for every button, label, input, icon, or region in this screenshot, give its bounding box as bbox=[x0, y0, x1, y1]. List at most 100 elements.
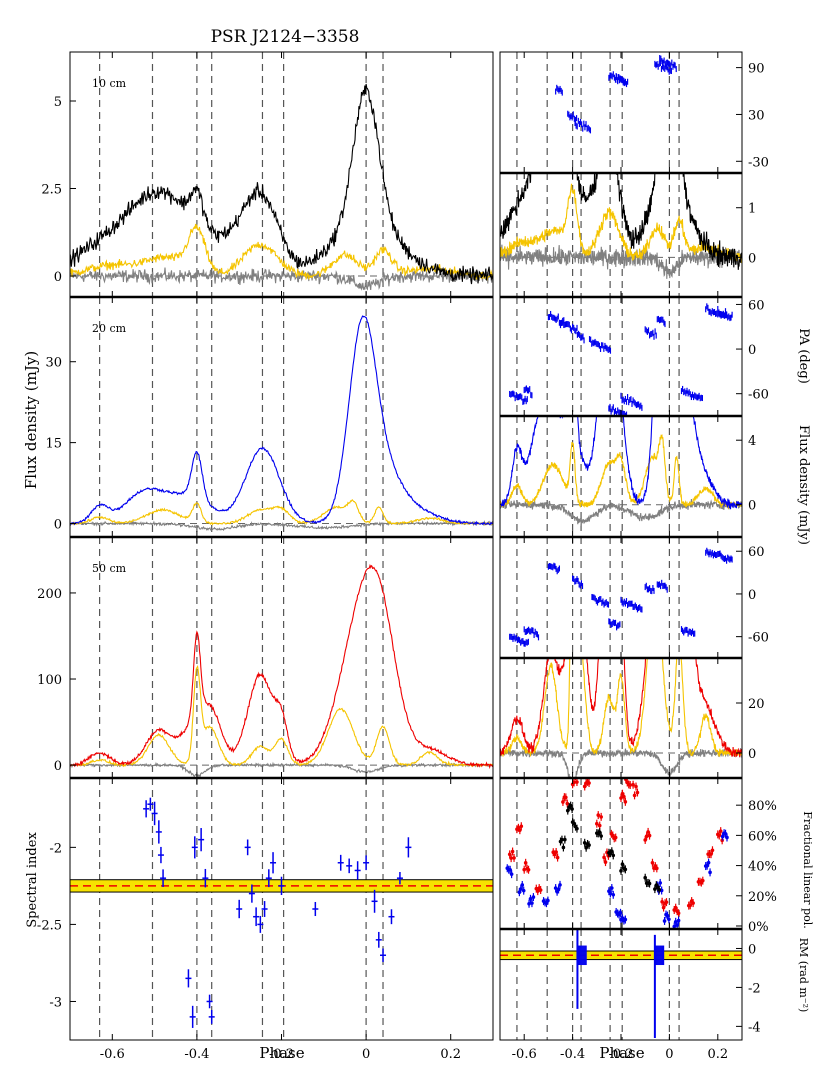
y-tick-label: 0% bbox=[748, 920, 769, 935]
panel-10cm: 10 cm 0 2.5 5 bbox=[41, 51, 494, 298]
y-tick-label: 30 bbox=[45, 356, 62, 371]
y-tick-label: 1 bbox=[748, 202, 756, 217]
band-label: 10 cm bbox=[92, 77, 127, 90]
frac-pol-marker bbox=[622, 794, 626, 799]
y-tick-label: 2.5 bbox=[41, 183, 62, 198]
frac-pol-marker bbox=[631, 782, 635, 787]
series-V-line bbox=[70, 267, 493, 291]
y-tick-label: 200 bbox=[37, 587, 62, 602]
zoom-series-I-line bbox=[500, 416, 742, 510]
frac-pol-marker bbox=[667, 917, 671, 922]
frac-pol-marker bbox=[572, 780, 576, 785]
frac-pol-marker bbox=[710, 848, 715, 853]
panel-pa20: 60 0 -60 bbox=[499, 296, 769, 417]
series-I-line bbox=[70, 315, 493, 527]
frac-pol-marker bbox=[647, 833, 652, 838]
zoom-series-V-line bbox=[500, 748, 742, 778]
series-I-line bbox=[70, 563, 493, 770]
frac-pol-marker bbox=[718, 829, 723, 833]
x-tick-label: 0 bbox=[665, 1047, 673, 1062]
frac-pol-marker bbox=[611, 893, 616, 897]
frac-pol-marker bbox=[510, 849, 515, 854]
y-tick-label: 0 bbox=[54, 270, 62, 285]
y-tick-label: -30 bbox=[748, 155, 769, 170]
frac-pol-marker bbox=[643, 875, 647, 880]
frac-pol-marker bbox=[597, 823, 602, 828]
y-tick-label: 30 bbox=[748, 108, 765, 123]
y-tick-label: 20 bbox=[748, 697, 765, 712]
x-tick-label: -0.6 bbox=[100, 1047, 125, 1062]
panel-flux50: 20 0 bbox=[499, 657, 765, 779]
frac-pol-marker bbox=[555, 855, 560, 860]
y-tick-label: 40% bbox=[748, 860, 777, 875]
frac-pol-marker bbox=[596, 813, 601, 817]
panel-frame bbox=[69, 777, 494, 1041]
series-L-line bbox=[70, 499, 493, 526]
frac-pol-marker bbox=[575, 826, 579, 831]
panel-flux20: 40 bbox=[499, 415, 756, 538]
frac-pol-marker bbox=[662, 919, 667, 923]
zoom-series-V-line bbox=[500, 244, 742, 279]
frac-pol-marker bbox=[520, 883, 525, 887]
frac-pol-marker bbox=[623, 867, 628, 872]
y-tick-label: 0 bbox=[748, 942, 756, 957]
frac-pol-marker bbox=[599, 815, 603, 819]
frac-pol-marker bbox=[611, 853, 616, 858]
frac-pol-marker bbox=[526, 867, 531, 872]
panel-rm: 0 -2 -4 -0.6 -0.4 -0.2 0 0.2 bbox=[499, 928, 761, 1062]
frac-pol-marker bbox=[575, 780, 579, 784]
frac-pol-marker bbox=[560, 837, 564, 842]
frac-pol-marker bbox=[635, 790, 640, 795]
panel-20cm: 20 cm 0 15 30 bbox=[45, 296, 494, 538]
band-label: 50 cm bbox=[92, 562, 127, 575]
x-tick-label: 0.2 bbox=[440, 1047, 461, 1062]
frac-pol-marker bbox=[650, 860, 655, 865]
right-y-axis-label-flux: Flux density (mJy) bbox=[796, 425, 811, 545]
frac-pol-marker bbox=[587, 781, 591, 785]
y-tick-label: 60% bbox=[748, 829, 777, 844]
y-tick-label: -4 bbox=[748, 1020, 761, 1035]
y-tick-label: 90 bbox=[748, 62, 765, 77]
series-L-line bbox=[70, 223, 493, 281]
series-L-line bbox=[70, 664, 493, 768]
panel-frame bbox=[69, 536, 494, 779]
panel-frame bbox=[69, 296, 494, 538]
y-tick-label: -60 bbox=[748, 631, 769, 646]
frac-pol-marker bbox=[561, 845, 566, 850]
frac-pol-marker bbox=[613, 835, 618, 840]
y-tick-label: 0 bbox=[748, 343, 756, 358]
left-y-axis-label-spectral: Spectral index bbox=[25, 832, 40, 928]
zoom-series-V-line bbox=[500, 498, 742, 526]
frac-pol-marker bbox=[558, 883, 562, 887]
y-tick-label: 4 bbox=[748, 434, 756, 449]
panel-50cm: 50 cm 0 100 200 bbox=[37, 536, 494, 779]
right-column: 9030-3010600-6040600-6020080%60%40%20%0%… bbox=[499, 51, 777, 1062]
frac-pol-marker bbox=[619, 869, 623, 873]
frac-pol-marker bbox=[599, 834, 603, 838]
y-tick-label: 100 bbox=[37, 673, 62, 688]
frac-pol-marker bbox=[563, 837, 567, 842]
y-tick-label: -3 bbox=[49, 995, 62, 1010]
panel-flux10: 10 bbox=[499, 172, 756, 298]
frac-pol-marker bbox=[521, 888, 526, 893]
y-tick-label: 0 bbox=[748, 499, 756, 514]
x-tick-label: -0.2 bbox=[608, 1047, 633, 1062]
y-tick-label: -2 bbox=[748, 981, 761, 996]
frac-pol-marker bbox=[608, 891, 613, 896]
frac-pol-marker bbox=[632, 793, 637, 798]
y-tick-label: 0 bbox=[748, 588, 756, 603]
y-tick-label: 60 bbox=[748, 298, 765, 313]
frac-pol-marker bbox=[658, 881, 663, 885]
frac-pol-marker bbox=[634, 784, 638, 789]
panel-pa10: 90 30 -30 bbox=[499, 51, 769, 174]
zoom-series-I-line bbox=[500, 173, 742, 270]
zoom-series-I-line bbox=[500, 658, 742, 758]
frac-pol-marker bbox=[664, 900, 669, 904]
y-tick-label: -2 bbox=[49, 841, 62, 856]
series-V-line bbox=[70, 761, 493, 778]
right-x-axis-label: Phase bbox=[599, 1044, 644, 1062]
frac-pol-marker bbox=[546, 898, 550, 903]
right-y-axis-label-frac: Fractional linear pol. bbox=[801, 811, 814, 928]
frac-pol-marker bbox=[509, 872, 514, 876]
